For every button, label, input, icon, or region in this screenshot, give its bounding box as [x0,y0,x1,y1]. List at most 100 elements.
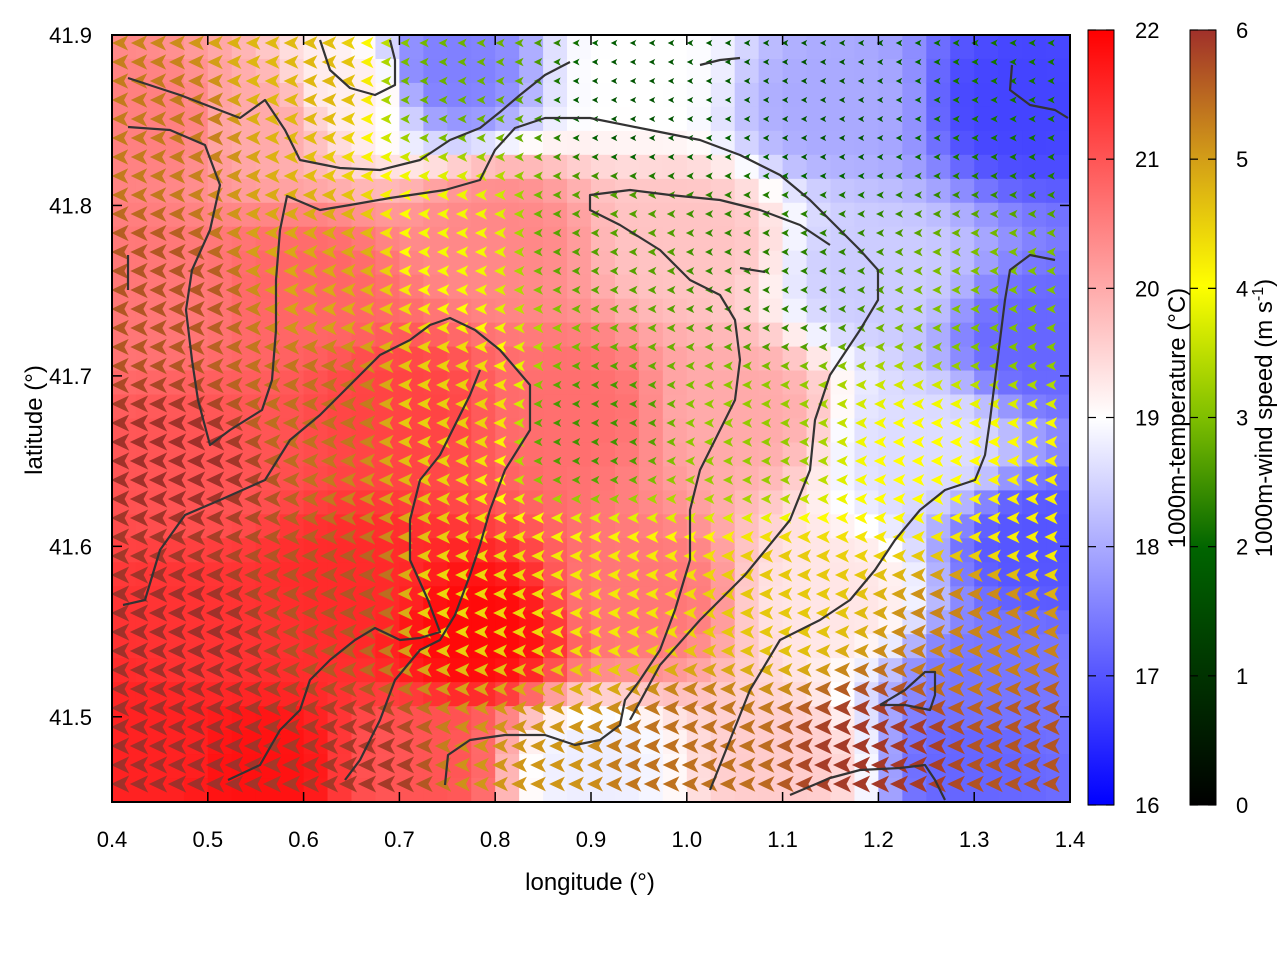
wind-arrow [800,286,808,294]
wind-arrow [743,58,751,66]
wind-arrow [455,435,469,449]
wind-arrow [397,624,413,640]
wind-arrow [493,644,507,658]
wind-arrow [533,437,543,447]
wind-arrow [167,642,187,660]
wind-arrow [533,38,543,48]
wind-arrow [1028,115,1036,123]
wind-arrow [438,57,448,67]
wind-arrow [759,530,773,544]
wind-arrow [112,54,129,70]
wind-arrow [476,114,486,124]
wind-arrow [951,191,961,199]
wind-arrow [436,587,450,601]
wind-arrow [836,436,848,448]
wind-arrow [149,168,167,184]
wind-arrow [1027,266,1037,276]
wind-arrow [377,586,395,602]
wind-arrow [779,437,791,447]
wind-arrow [606,681,622,697]
wind-arrow [300,775,320,793]
wind-arrow [762,305,770,313]
wind-arrow [987,473,1001,487]
wind-arrow [416,359,432,373]
heatmap-cell [495,490,520,515]
wind-arrow [723,324,733,332]
wind-arrow [417,397,431,411]
heatmap-cell [543,370,568,396]
wind-arrow [1044,454,1058,468]
wind-arrow [968,417,982,429]
wind-arrow [664,568,678,582]
wind-arrow [757,719,775,735]
wind-arrow [666,361,676,371]
wind-arrow [761,342,771,352]
wind-arrow [1009,153,1017,161]
wind-arrow [760,512,772,524]
wind-arrow [282,472,300,488]
wind-arrow [703,475,715,485]
wind-arrow [685,380,695,390]
heatmap-cell [734,35,760,60]
wind-arrow [553,77,561,85]
wind-arrow [244,528,262,546]
wind-arrow [225,339,243,355]
wind-arrow [607,549,621,563]
wind-arrow [263,396,281,412]
wind-arrow [853,643,869,659]
wind-arrow [148,623,168,641]
heatmap-cell [878,82,903,108]
wind-arrow [302,112,318,126]
wind-arrow [226,149,242,165]
wind-arrow [647,399,657,409]
wind-arrow [724,77,732,85]
wind-arrow [205,699,225,717]
wind-arrow [799,342,809,352]
wind-arrow [819,229,827,237]
wind-arrow [971,58,979,66]
wind-arrow [968,511,982,525]
wind-arrow [1046,342,1056,352]
wind-arrow [758,625,774,639]
wind-arrow [435,644,451,658]
wind-arrow [987,436,1001,448]
wind-arrow [167,452,187,470]
heatmap-cell [543,538,568,563]
wind-arrow [130,168,148,184]
heatmap-cell [998,178,1023,204]
wind-arrow [400,95,410,105]
wind-arrow [1026,379,1038,391]
wind-arrow [417,265,431,277]
wind-arrow [590,361,600,371]
wind-arrow [533,228,543,238]
wind-arrow [949,511,963,525]
wind-arrow [495,95,505,105]
wind-arrow [456,170,468,182]
heatmap-cell [758,346,784,372]
heatmap-cell [567,154,592,180]
wind-arrow [739,587,755,601]
wind-arrow [148,718,168,736]
wind-arrow [511,738,527,754]
wind-arrow [205,566,225,584]
wind-arrow [929,549,945,563]
wind-arrow [530,663,546,677]
wind-arrow [149,338,167,356]
wind-arrow [609,304,619,314]
heatmap-cell [710,298,736,324]
wind-arrow [263,680,281,698]
wind-arrow [681,719,699,735]
wind-arrow [703,493,715,505]
wind-arrow [776,719,794,735]
wind-arrow [628,456,638,466]
wind-arrow [685,210,695,218]
heatmap-cell [926,178,951,204]
wind-arrow [130,376,148,394]
heatmap-cell [854,250,879,276]
wind-arrow [320,699,338,717]
wind-arrow [359,283,375,297]
wind-arrow [609,419,619,427]
wind-arrow [531,512,545,524]
wind-arrow [112,357,129,375]
wind-arrow [149,73,167,89]
